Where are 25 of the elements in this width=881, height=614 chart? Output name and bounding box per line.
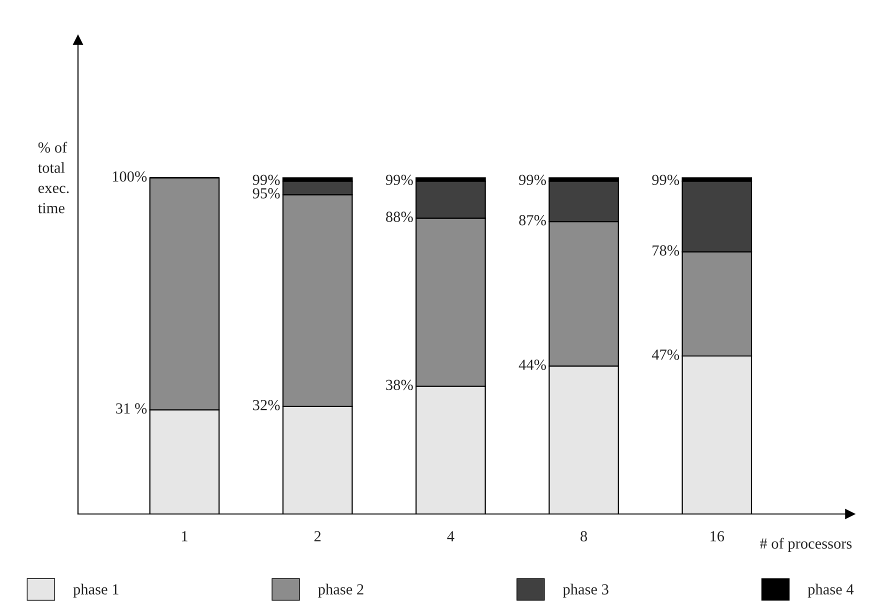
annotation: 47% xyxy=(652,350,680,360)
x-axis-title: # of processors xyxy=(760,538,852,552)
annotation: 99% xyxy=(252,174,280,186)
x-tick-label: 8 xyxy=(580,531,588,542)
annotation: 87% xyxy=(519,215,546,226)
annotation: 95% xyxy=(252,188,280,199)
x-tick-label: 16 xyxy=(710,531,724,542)
legend-label: phase 3 xyxy=(562,584,608,598)
annotation: 38% xyxy=(386,380,413,390)
annotation: 44% xyxy=(518,360,546,370)
annotation: 99% xyxy=(519,174,546,186)
x-tick-label: 1 xyxy=(182,531,188,542)
annotation: 99% xyxy=(652,174,680,186)
x-tick-label: 4 xyxy=(447,531,454,542)
legend-label: phase 1 xyxy=(73,584,118,598)
x-tick-label: 2 xyxy=(314,531,321,542)
annotation: 99% xyxy=(386,174,413,186)
annotation: 78% xyxy=(652,245,680,256)
legend-label: phase 2 xyxy=(318,584,364,598)
annotation: 100% xyxy=(112,171,147,182)
legend-label: phase 4 xyxy=(808,584,854,598)
y-axis-title: % of total exec. time xyxy=(38,142,69,214)
annotation: 88% xyxy=(386,212,413,222)
annotation: 31 % xyxy=(116,403,147,414)
annotation: 32% xyxy=(253,400,280,410)
